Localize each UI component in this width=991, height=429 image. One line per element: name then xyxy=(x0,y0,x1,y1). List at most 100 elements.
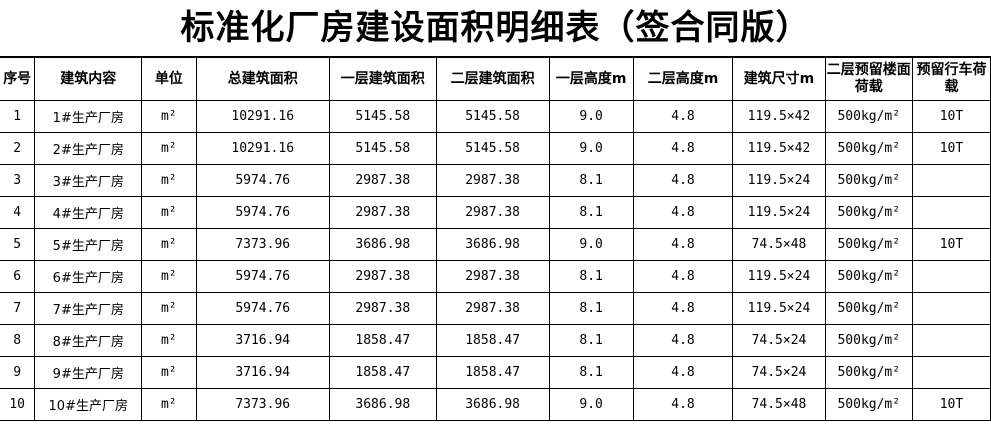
cell-crane-load[interactable]: 10T xyxy=(911,228,991,261)
cell-floor1-area[interactable]: 1858.47 xyxy=(328,324,437,357)
cell-floor2-height[interactable]: 4.8 xyxy=(632,164,734,197)
cell-floor1-height[interactable]: 8.1 xyxy=(548,324,634,357)
cell-no[interactable]: 2 xyxy=(0,132,36,165)
cell-floor1-area[interactable]: 2987.38 xyxy=(328,164,437,197)
cell-unit[interactable]: m² xyxy=(141,228,197,261)
cell-total-area[interactable]: 5974.76 xyxy=(195,260,330,293)
cell-unit[interactable]: m² xyxy=(141,132,197,165)
cell-floor-load[interactable]: 500kg/m² xyxy=(824,324,913,357)
cell-crane-load[interactable]: 10T xyxy=(911,388,991,421)
cell-floor2-height[interactable]: 4.8 xyxy=(632,356,734,389)
header-cell-floor-load[interactable]: 二层预留楼面荷载 xyxy=(824,57,913,101)
cell-total-area[interactable]: 5974.76 xyxy=(195,292,330,325)
cell-floor2-height[interactable]: 4.8 xyxy=(632,196,734,229)
cell-no[interactable]: 5 xyxy=(0,228,36,261)
header-cell-floor2-height[interactable]: 二层高度m xyxy=(632,57,734,101)
cell-floor1-height[interactable]: 8.1 xyxy=(548,164,634,197)
cell-building-size[interactable]: 119.5×24 xyxy=(732,260,826,293)
cell-no[interactable]: 8 xyxy=(0,324,36,357)
cell-crane-load[interactable] xyxy=(911,292,991,325)
cell-floor1-area[interactable]: 2987.38 xyxy=(328,260,437,293)
cell-floor2-area[interactable]: 3686.98 xyxy=(435,228,550,261)
cell-building-size[interactable]: 74.5×24 xyxy=(732,356,826,389)
cell-total-area[interactable]: 7373.96 xyxy=(195,228,330,261)
cell-floor2-area[interactable]: 2987.38 xyxy=(435,196,550,229)
cell-building-size[interactable]: 119.5×42 xyxy=(732,132,826,165)
header-cell-crane-load[interactable]: 预留行车荷载 xyxy=(911,57,991,101)
cell-unit[interactable]: m² xyxy=(141,356,197,389)
cell-building-name[interactable]: 1#生产厂房 xyxy=(34,100,143,133)
cell-building-size[interactable]: 74.5×48 xyxy=(732,388,826,421)
cell-no[interactable]: 4 xyxy=(0,196,36,229)
cell-total-area[interactable]: 7373.96 xyxy=(195,388,330,421)
cell-floor1-area[interactable]: 1858.47 xyxy=(328,356,437,389)
cell-unit[interactable]: m² xyxy=(141,292,197,325)
header-cell-building-size[interactable]: 建筑尺寸m xyxy=(732,57,826,101)
cell-floor2-area[interactable]: 2987.38 xyxy=(435,164,550,197)
cell-floor1-area[interactable]: 3686.98 xyxy=(328,388,437,421)
header-cell-total-area[interactable]: 总建筑面积 xyxy=(195,57,330,101)
cell-unit[interactable]: m² xyxy=(141,324,197,357)
cell-floor-load[interactable]: 500kg/m² xyxy=(824,196,913,229)
cell-crane-load[interactable] xyxy=(911,260,991,293)
cell-no[interactable]: 1 xyxy=(0,100,36,133)
cell-floor2-area[interactable]: 3686.98 xyxy=(435,388,550,421)
cell-building-size[interactable]: 74.5×24 xyxy=(732,324,826,357)
cell-floor-load[interactable]: 500kg/m² xyxy=(824,100,913,133)
cell-crane-load[interactable] xyxy=(911,356,991,389)
cell-floor1-height[interactable]: 9.0 xyxy=(548,132,634,165)
cell-unit[interactable]: m² xyxy=(141,388,197,421)
cell-total-area[interactable]: 3716.94 xyxy=(195,324,330,357)
cell-building-name[interactable]: 7#生产厂房 xyxy=(34,292,143,325)
cell-floor-load[interactable]: 500kg/m² xyxy=(824,132,913,165)
header-cell-unit[interactable]: 单位 xyxy=(141,57,197,101)
cell-floor-load[interactable]: 500kg/m² xyxy=(824,356,913,389)
cell-floor1-area[interactable]: 2987.38 xyxy=(328,196,437,229)
cell-crane-load[interactable]: 10T xyxy=(911,100,991,133)
cell-floor-load[interactable]: 500kg/m² xyxy=(824,164,913,197)
cell-no[interactable]: 9 xyxy=(0,356,36,389)
cell-floor2-height[interactable]: 4.8 xyxy=(632,228,734,261)
cell-floor2-height[interactable]: 4.8 xyxy=(632,324,734,357)
cell-no[interactable]: 10 xyxy=(0,388,36,421)
cell-unit[interactable]: m² xyxy=(141,196,197,229)
cell-crane-load[interactable] xyxy=(911,324,991,357)
cell-crane-load[interactable] xyxy=(911,164,991,197)
header-cell-name[interactable]: 建筑内容 xyxy=(34,57,143,101)
cell-floor2-height[interactable]: 4.8 xyxy=(632,388,734,421)
cell-total-area[interactable]: 10291.16 xyxy=(195,132,330,165)
header-cell-floor2-area[interactable]: 二层建筑面积 xyxy=(435,57,550,101)
cell-floor2-height[interactable]: 4.8 xyxy=(632,100,734,133)
cell-building-size[interactable]: 74.5×48 xyxy=(732,228,826,261)
cell-building-size[interactable]: 119.5×42 xyxy=(732,100,826,133)
cell-building-name[interactable]: 8#生产厂房 xyxy=(34,324,143,357)
cell-floor2-area[interactable]: 1858.47 xyxy=(435,324,550,357)
cell-no[interactable]: 7 xyxy=(0,292,36,325)
cell-building-name[interactable]: 6#生产厂房 xyxy=(34,260,143,293)
cell-building-name[interactable]: 3#生产厂房 xyxy=(34,164,143,197)
cell-crane-load[interactable]: 10T xyxy=(911,132,991,165)
header-cell-no[interactable]: 序号 xyxy=(0,57,36,101)
cell-floor2-area[interactable]: 2987.38 xyxy=(435,260,550,293)
cell-floor-load[interactable]: 500kg/m² xyxy=(824,260,913,293)
cell-floor1-height[interactable]: 8.1 xyxy=(548,292,634,325)
cell-crane-load[interactable] xyxy=(911,196,991,229)
cell-floor-load[interactable]: 500kg/m² xyxy=(824,228,913,261)
cell-floor1-area[interactable]: 5145.58 xyxy=(328,132,437,165)
cell-building-size[interactable]: 119.5×24 xyxy=(732,164,826,197)
cell-total-area[interactable]: 10291.16 xyxy=(195,100,330,133)
cell-unit[interactable]: m² xyxy=(141,164,197,197)
cell-building-name[interactable]: 5#生产厂房 xyxy=(34,228,143,261)
cell-total-area[interactable]: 5974.76 xyxy=(195,196,330,229)
cell-building-size[interactable]: 119.5×24 xyxy=(732,196,826,229)
cell-floor1-height[interactable]: 9.0 xyxy=(548,228,634,261)
cell-floor2-height[interactable]: 4.8 xyxy=(632,260,734,293)
cell-total-area[interactable]: 5974.76 xyxy=(195,164,330,197)
cell-floor2-height[interactable]: 4.8 xyxy=(632,132,734,165)
cell-unit[interactable]: m² xyxy=(141,100,197,133)
cell-floor-load[interactable]: 500kg/m² xyxy=(824,388,913,421)
cell-floor1-height[interactable]: 8.1 xyxy=(548,196,634,229)
cell-floor1-height[interactable]: 8.1 xyxy=(548,356,634,389)
cell-floor1-height[interactable]: 9.0 xyxy=(548,100,634,133)
cell-floor2-area[interactable]: 2987.38 xyxy=(435,292,550,325)
